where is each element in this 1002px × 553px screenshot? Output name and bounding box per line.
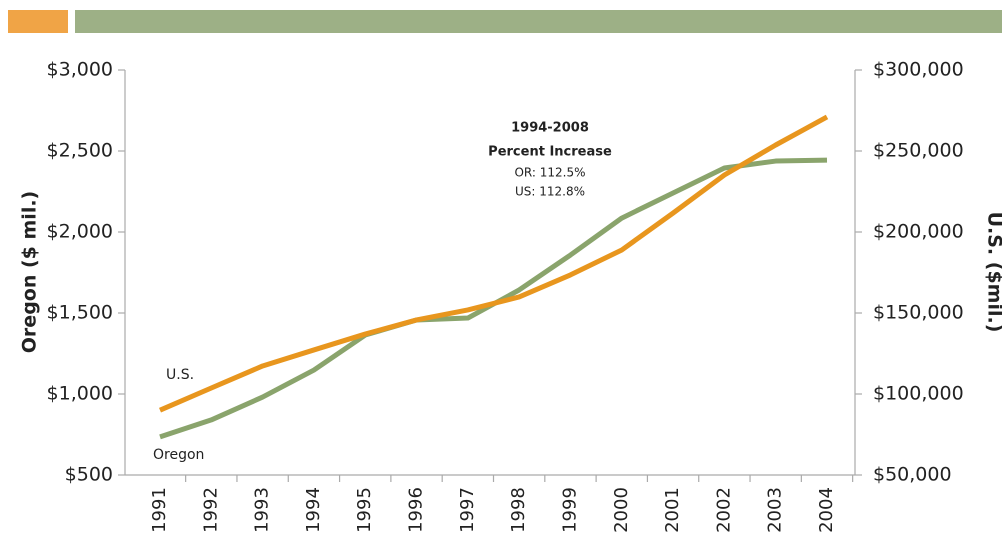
annotation: Percent Increase [488,145,612,160]
series-line [159,157,828,440]
accent-block [8,10,68,33]
y2-tick-label: $100,000 [873,383,964,405]
x-tick-label: 1997 [457,487,478,533]
x-tick-label: 1992 [200,487,221,533]
x-tick-label: 1991 [149,487,170,533]
x-tick-label: 1993 [252,487,273,533]
y-tick-label: $2,500 [47,140,113,162]
header-bar [75,10,1002,33]
y-axis-title: Oregon ($ mil.) [19,191,41,353]
y2-tick-label: $200,000 [873,221,964,243]
y2-tick-label: $300,000 [873,59,964,81]
x-tick-label: 2002 [713,487,734,533]
x-tick-label: 1999 [559,487,580,533]
annotation: OR: 112.5% [514,166,585,180]
y2-axis-title: U.S. ($mil.) [984,212,1002,333]
y2-tick-label: $250,000 [873,140,964,162]
y-tick-label: $1,000 [47,383,113,405]
y2-tick-label: $50,000 [873,464,952,486]
y-tick-label: $3,000 [47,59,113,81]
series-line [159,114,829,413]
x-tick-label: 1995 [354,487,375,533]
series-label: U.S. [166,367,194,383]
x-tick-label: 2001 [662,487,683,533]
x-tick-label: 2003 [765,487,786,533]
x-tick-label: 1994 [303,487,324,533]
x-tick-label: 1998 [508,487,529,533]
annotation: US: 112.8% [515,185,585,199]
y-tick-label: $2,000 [47,221,113,243]
y-tick-label: $1,500 [47,302,113,324]
x-tick-label: 2000 [611,487,632,533]
y2-tick-label: $150,000 [873,302,964,324]
x-tick-label: 1996 [406,487,427,533]
annotation: 1994-2008 [511,121,589,136]
x-tick-label: 2004 [816,487,837,533]
y-tick-label: $500 [65,464,113,486]
series-label: Oregon [153,447,204,463]
